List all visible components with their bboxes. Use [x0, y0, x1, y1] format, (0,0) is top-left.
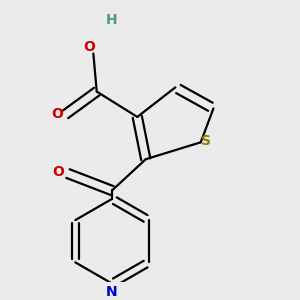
- Text: H: H: [106, 13, 118, 27]
- Text: O: O: [52, 165, 64, 179]
- Text: O: O: [83, 40, 95, 54]
- Text: O: O: [51, 107, 63, 122]
- Text: N: N: [106, 285, 118, 299]
- Text: S: S: [201, 134, 211, 148]
